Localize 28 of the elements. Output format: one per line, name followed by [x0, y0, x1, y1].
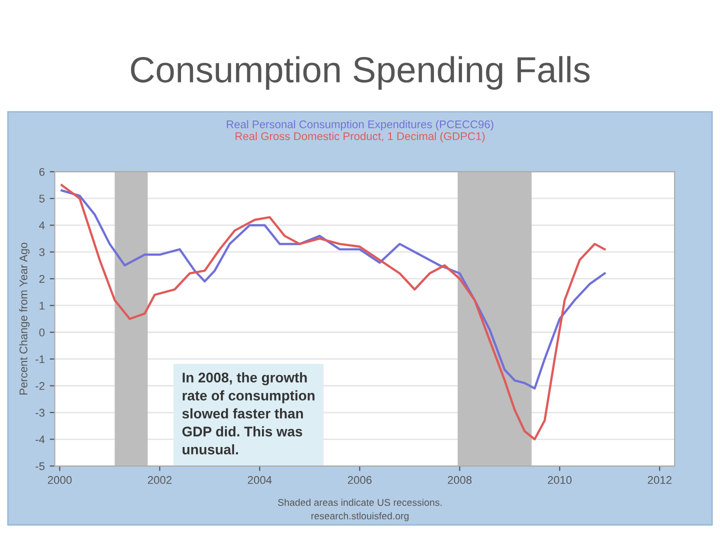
x-tick-label: 2000	[48, 476, 72, 484]
x-tick-label: 2004	[248, 476, 272, 484]
line-series	[60, 184, 606, 440]
x-tick-label: 2010	[548, 476, 572, 484]
y-tick-label: -4	[36, 436, 45, 444]
y-tick-label: 1	[40, 302, 44, 310]
y-tick-label: -5	[36, 462, 45, 470]
y-tick-label: 3	[39, 248, 45, 256]
y-tick-label: -1	[36, 355, 44, 364]
text: research.stlouisfed.org	[311, 512, 409, 522]
text: Real Personal Consumption Expenditures (PCECC96)	[226, 120, 494, 130]
x-tick-label: 2012	[648, 476, 672, 484]
y-tick-label: -3	[36, 408, 45, 417]
line-series	[60, 189, 606, 390]
annotation: In 2008, the growth rate of consumption slowed faster than GDP did. This was unusual.	[182, 372, 314, 454]
y-tick-label: 6	[39, 168, 45, 176]
text: Real Gross Domestic Product, 1 Decimal (GDPC1)	[236, 132, 485, 142]
y-tick-label: 2	[39, 275, 44, 283]
y-tick-label: -2	[36, 382, 44, 390]
x-tick-label: 2008	[448, 476, 472, 484]
x-tick-label: 2002	[148, 476, 172, 484]
y-tick-label: 5	[39, 194, 45, 203]
chart-title: Consumption Spending Falls	[131, 56, 590, 90]
y-tick-label: 4	[39, 222, 45, 230]
text: Shaded areas indicate US recessions.	[278, 498, 442, 506]
y-tick-label: 0	[39, 328, 45, 336]
y-axis-title: Percent Change from Year Ago	[19, 242, 30, 395]
x-tick-label: 2006	[348, 476, 372, 484]
